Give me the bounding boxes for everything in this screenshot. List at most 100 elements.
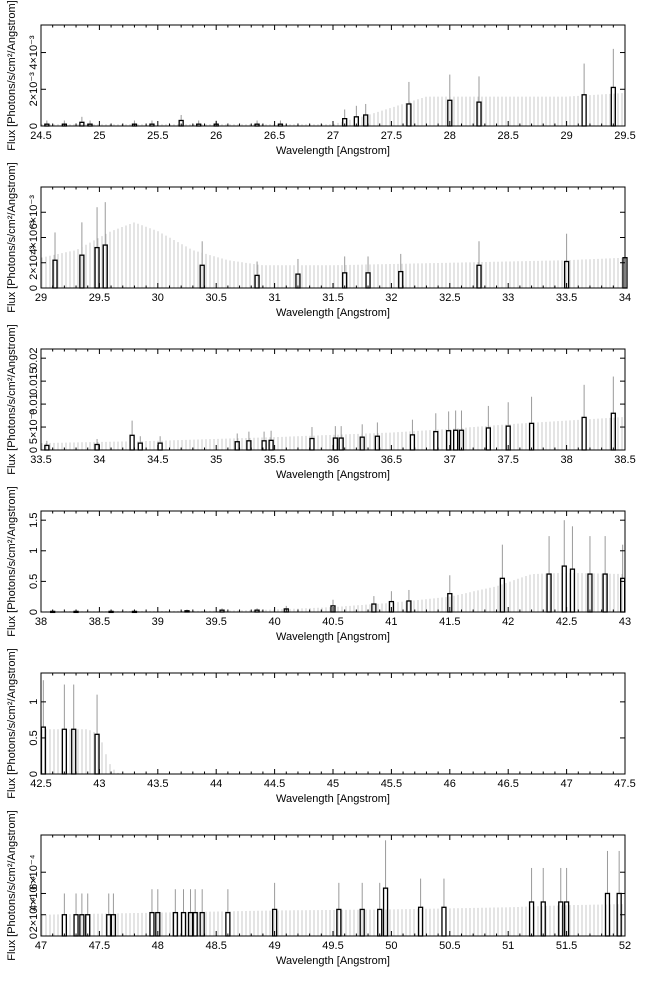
- data-bin: [374, 435, 381, 451]
- x-tick-label: 43.5: [147, 778, 168, 790]
- model-curve: [41, 904, 623, 936]
- x-tick-label: 48.5: [205, 940, 226, 952]
- x-tick-label: 33.5: [556, 292, 577, 304]
- data-bin: [546, 573, 552, 613]
- x-tick-label: 30.5: [205, 292, 226, 304]
- x-tick-label: 46: [444, 778, 456, 790]
- data-bin: [254, 274, 260, 289]
- x-tick-label: 36.5: [381, 454, 402, 466]
- data-bin: [476, 264, 482, 289]
- y-tick-label: 6×10⁻⁴: [28, 854, 40, 890]
- y-tick-label: 0: [28, 771, 40, 777]
- x-tick-label: 26: [210, 130, 222, 142]
- data-bin: [377, 908, 383, 937]
- y-axis-label: Flux [Photons/s/cm²/Angstrom]: [6, 162, 18, 312]
- x-tick-label: 31: [268, 292, 280, 304]
- data-bin: [94, 246, 100, 289]
- x-tick-label: 33: [502, 292, 514, 304]
- y-tick-label: 0.01: [28, 393, 40, 414]
- plot-frame: [40, 24, 626, 127]
- data-bin: [569, 568, 576, 613]
- plot-frame: [40, 510, 626, 613]
- data-bin: [540, 901, 546, 937]
- data-bin: [102, 244, 108, 289]
- y-tick-label: 4×10⁻³: [28, 35, 40, 70]
- y-tick-label: 0.5: [28, 730, 40, 745]
- data-bin: [336, 908, 342, 937]
- x-axis-label: Wavelength [Angstrom]: [276, 793, 390, 805]
- x-tick-label: 38.5: [89, 616, 110, 628]
- x-tick-label: 46.5: [497, 778, 518, 790]
- x-tick-label: 48: [152, 940, 164, 952]
- x-tick-label: 35: [210, 454, 222, 466]
- x-tick-label: 40: [268, 616, 280, 628]
- y-tick-label: 0: [28, 447, 40, 453]
- x-axis-label: Wavelength [Angstrom]: [276, 145, 390, 157]
- x-tick-label: 25: [93, 130, 105, 142]
- x-tick-label: 24.5: [30, 130, 51, 142]
- data-bin: [110, 914, 117, 937]
- data-bin: [610, 412, 616, 451]
- x-tick-label: 50.5: [439, 940, 460, 952]
- x-tick-label: 25.5: [147, 130, 168, 142]
- y-tick-label: 0: [28, 123, 40, 129]
- x-tick-label: 28: [444, 130, 456, 142]
- x-tick-label: 27.5: [381, 130, 402, 142]
- data-bin: [409, 434, 416, 451]
- data-bin: [246, 440, 252, 451]
- data-bin: [129, 434, 135, 451]
- y-axis-label: Flux [Photons/s/cm²/Angstrom]: [6, 324, 18, 474]
- plot-frame: [40, 672, 626, 775]
- x-tick-label: 32.5: [439, 292, 460, 304]
- x-tick-label: 47: [35, 940, 47, 952]
- chart-panel-4: 38 38.5 39 39.5 40 40.5 41 41.5 42 42.5 43 0 0.5 1 1.5…: [6, 486, 631, 643]
- data-bin: [581, 94, 587, 127]
- x-tick-label: 49.5: [322, 940, 343, 952]
- data-bin: [44, 444, 50, 451]
- x-tick-label: 38.5: [614, 454, 635, 466]
- model-curve: [41, 417, 623, 450]
- data-bin: [417, 906, 424, 937]
- data-bin: [61, 728, 68, 775]
- data-bin: [528, 901, 535, 937]
- y-tick-label: 1: [28, 699, 40, 705]
- data-bin: [620, 577, 626, 613]
- x-tick-label: 34: [619, 292, 631, 304]
- x-tick-label: 29: [560, 130, 572, 142]
- x-tick-label: 42.5: [30, 778, 51, 790]
- data-bin: [40, 726, 46, 775]
- y-tick-label: 0: [28, 285, 40, 291]
- data-bin: [406, 103, 412, 127]
- x-tick-label: 47: [560, 778, 572, 790]
- x-tick-label: 38: [560, 454, 572, 466]
- data-bin: [268, 439, 274, 451]
- x-tick-label: 30: [152, 292, 164, 304]
- data-bin: [452, 429, 459, 451]
- data-bin: [602, 573, 608, 613]
- y-tick-label: 0.015: [28, 367, 40, 395]
- x-tick-label: 47.5: [89, 940, 110, 952]
- x-tick-label: 43: [619, 616, 631, 628]
- plot-frame: [40, 834, 626, 937]
- x-tick-label: 29.5: [89, 292, 110, 304]
- y-axis-label: Flux [Photons/s/cm²/Angstrom]: [6, 648, 18, 798]
- x-axis-label: Wavelength [Angstrom]: [276, 469, 390, 481]
- model-curve: [41, 222, 623, 288]
- x-tick-label: 42.5: [556, 616, 577, 628]
- data-bin: [149, 911, 155, 937]
- y-axis-label: Flux [Photons/s/cm²/Angstrom]: [6, 486, 18, 636]
- data-bin: [52, 259, 58, 289]
- y-tick-label: 0: [28, 933, 40, 939]
- data-bin: [476, 101, 482, 127]
- x-tick-label: 39.5: [205, 616, 226, 628]
- x-tick-label: 27: [327, 130, 339, 142]
- data-bin: [85, 914, 91, 937]
- y-tick-label: 0: [28, 609, 40, 615]
- data-bin: [433, 430, 439, 451]
- data-bin: [610, 86, 616, 127]
- x-tick-label: 36: [327, 454, 339, 466]
- x-tick-label: 34: [93, 454, 105, 466]
- y-axis-label: Flux [Photons/s/cm²/Angstrom]: [6, 810, 18, 960]
- x-tick-label: 33.5: [30, 454, 51, 466]
